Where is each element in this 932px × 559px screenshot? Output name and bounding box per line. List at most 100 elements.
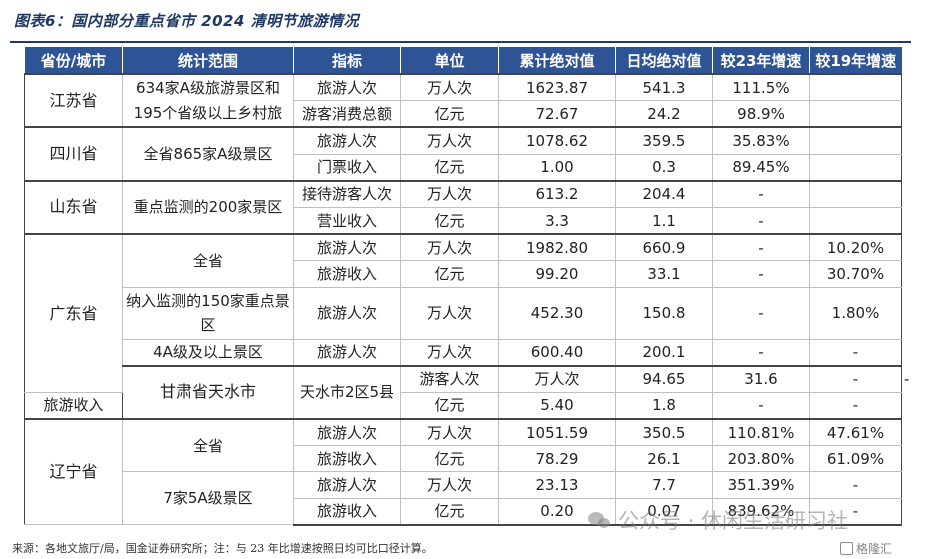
cell-indicator: 旅游人次: [293, 73, 401, 102]
cell-scope: 纳入监测的150家重点景区: [122, 286, 294, 340]
cell-daily: 0.3: [615, 153, 713, 182]
cell-indicator: 旅游人次: [293, 418, 401, 447]
cell-unit: 万人次: [400, 286, 499, 340]
table-row: 江苏省 634家A级旅游景区和195个省级以上乡村旅 旅游人次 万人次 1623…: [24, 72, 902, 128]
cell-vs19: 1.80%: [809, 286, 902, 340]
cell-total: 23.13: [498, 471, 616, 499]
cell-indicator: 旅游收入: [293, 445, 401, 473]
cell-indicator: 游客人次: [400, 364, 499, 393]
wechat-watermark: 公众号 · 休闲生活研习社: [588, 505, 848, 535]
cell-total: 99.20: [498, 260, 616, 288]
wechat-icon: [588, 510, 612, 530]
cell-indicator: 旅游人次: [293, 338, 401, 367]
header-vs23: 较23年增速: [712, 47, 810, 74]
cell-total: 1.00: [498, 153, 616, 182]
cell-daily: 31.6: [712, 364, 810, 393]
header-scope: 统计范围: [122, 47, 294, 74]
table-row: 4A级及以上景区 旅游人次 万人次 600.40 200.1 - -: [25, 338, 902, 367]
cell-vs19: 10.20%: [809, 233, 902, 262]
cell-scope: 4A级及以上景区: [122, 338, 294, 367]
cell-indicator: 旅游人次: [293, 286, 401, 340]
cell-unit: 万人次: [400, 233, 499, 262]
cell-total: 5.40: [498, 391, 616, 420]
cell-total: 1623.87: [498, 73, 616, 102]
cell-total: 452.30: [498, 286, 616, 340]
cell-vs23: 203.80%: [712, 445, 810, 473]
cell-total: 600.40: [498, 338, 616, 367]
cell-indicator: 门票收入: [293, 153, 401, 182]
table-row: 四川省 全省865家A级景区 旅游人次 万人次 1078.62 359.5 35…: [24, 126, 902, 182]
table-row: 门票收入 亿元 1.00 0.3 89.45%: [25, 153, 902, 182]
header-daily: 日均绝对值: [615, 47, 713, 74]
cell-vs19: -: [809, 338, 902, 367]
table-row: 辽宁省 全省 旅游人次 万人次 1051.59 350.5 110.81% 47…: [24, 418, 902, 526]
cell-indicator: 旅游收入: [293, 260, 401, 288]
cell-vs19: [809, 153, 902, 182]
cell-unit: 亿元: [400, 445, 499, 473]
cell-vs23: -: [712, 391, 810, 420]
cell-daily: 1.8: [615, 391, 713, 420]
cell-vs19: 30.70%: [809, 260, 902, 288]
cell-indicator: 游客消费总额: [293, 100, 401, 128]
cell-unit: 亿元: [400, 260, 499, 288]
cell-vs23: -: [712, 338, 810, 367]
cell-scope: 634家A级旅游景区和195个省级以上乡村旅: [122, 72, 294, 128]
cell-vs19: 47.61%: [809, 418, 902, 447]
cell-total: 78.29: [498, 445, 616, 473]
cell-province: 辽宁省: [24, 418, 123, 526]
header-vs19: 较19年增速: [809, 47, 902, 74]
cell-province: 广东省: [24, 233, 123, 393]
figure-title: 图表6：国内部分重点省市 2024 清明节旅游情况: [14, 12, 360, 30]
cell-indicator: 营业收入: [293, 206, 401, 235]
cell-vs19: -: [809, 471, 902, 499]
cell-total: 1982.80: [498, 233, 616, 262]
cell-vs23: 351.39%: [712, 471, 810, 499]
cell-scope: 全省: [122, 418, 294, 473]
cell-daily: 33.1: [615, 260, 713, 288]
cell-unit: 亿元: [400, 153, 499, 182]
cell-vs23: 35.83%: [712, 126, 810, 155]
cell-vs23: 110.81%: [712, 418, 810, 447]
cell-vs19: [809, 126, 902, 155]
cell-vs23: -: [712, 260, 810, 288]
cell-indicator: 旅游收入: [293, 497, 401, 526]
cell-unit: 万人次: [400, 73, 499, 102]
cell-total: 613.2: [498, 179, 616, 208]
gelonghui-logo-icon: [840, 542, 853, 555]
cell-daily: 350.5: [615, 418, 713, 447]
cell-daily: 541.3: [615, 73, 713, 102]
header-province: 省份/城市: [24, 47, 123, 74]
cell-total: 1078.62: [498, 126, 616, 155]
cell-total: 94.65: [615, 364, 713, 393]
cell-indicator: 旅游人次: [293, 471, 401, 499]
cell-vs19: [809, 100, 902, 128]
cell-vs23: 111.5%: [712, 73, 810, 102]
cell-daily: 660.9: [615, 233, 713, 262]
cell-total: 1051.59: [498, 418, 616, 447]
cell-province: 甘肃省天水市: [122, 364, 294, 420]
cell-unit: 万人次: [400, 126, 499, 155]
title-rule: [10, 41, 911, 43]
cell-vs23: -: [712, 286, 810, 340]
gelonghui-text: 格隆汇: [856, 542, 893, 556]
cell-daily: 1.1: [615, 206, 713, 235]
cell-indicator: 旅游人次: [293, 233, 401, 262]
table-row: 游客消费总额 亿元 72.67 24.2 98.9%: [25, 100, 902, 128]
cell-province: 四川省: [24, 126, 123, 182]
header-total: 累计绝对值: [498, 47, 616, 74]
cell-unit: 亿元: [400, 497, 499, 526]
cell-total: 72.67: [498, 100, 616, 128]
cell-vs19: -: [809, 391, 902, 420]
cell-vs23: 89.45%: [712, 153, 810, 182]
cell-scope: 天水市2区5县: [293, 364, 401, 420]
cell-unit: 亿元: [400, 100, 499, 128]
cell-daily: 204.4: [615, 179, 713, 208]
source-note: 来源：各地文旅厅/局，国金证券研究所；注：与 23 年比增速按照日均可比口径计算…: [12, 542, 433, 555]
table-row: 山东省 重点监测的200家景区 接待游客人次 万人次 613.2 204.4 -: [24, 179, 902, 235]
cell-indicator: 旅游人次: [293, 126, 401, 155]
cell-province: 山东省: [24, 179, 123, 235]
table-row: 纳入监测的150家重点景区 旅游人次 万人次 452.30 150.8 - 1.…: [25, 286, 902, 340]
cell-scope: 重点监测的200家景区: [122, 179, 294, 235]
table-row: 7家5A级景区 旅游人次 万人次 23.13 7.7 351.39% -: [25, 471, 902, 526]
table-row: 甘肃省天水市 天水市2区5县 游客人次 万人次 94.65 31.6 - -: [25, 364, 909, 420]
